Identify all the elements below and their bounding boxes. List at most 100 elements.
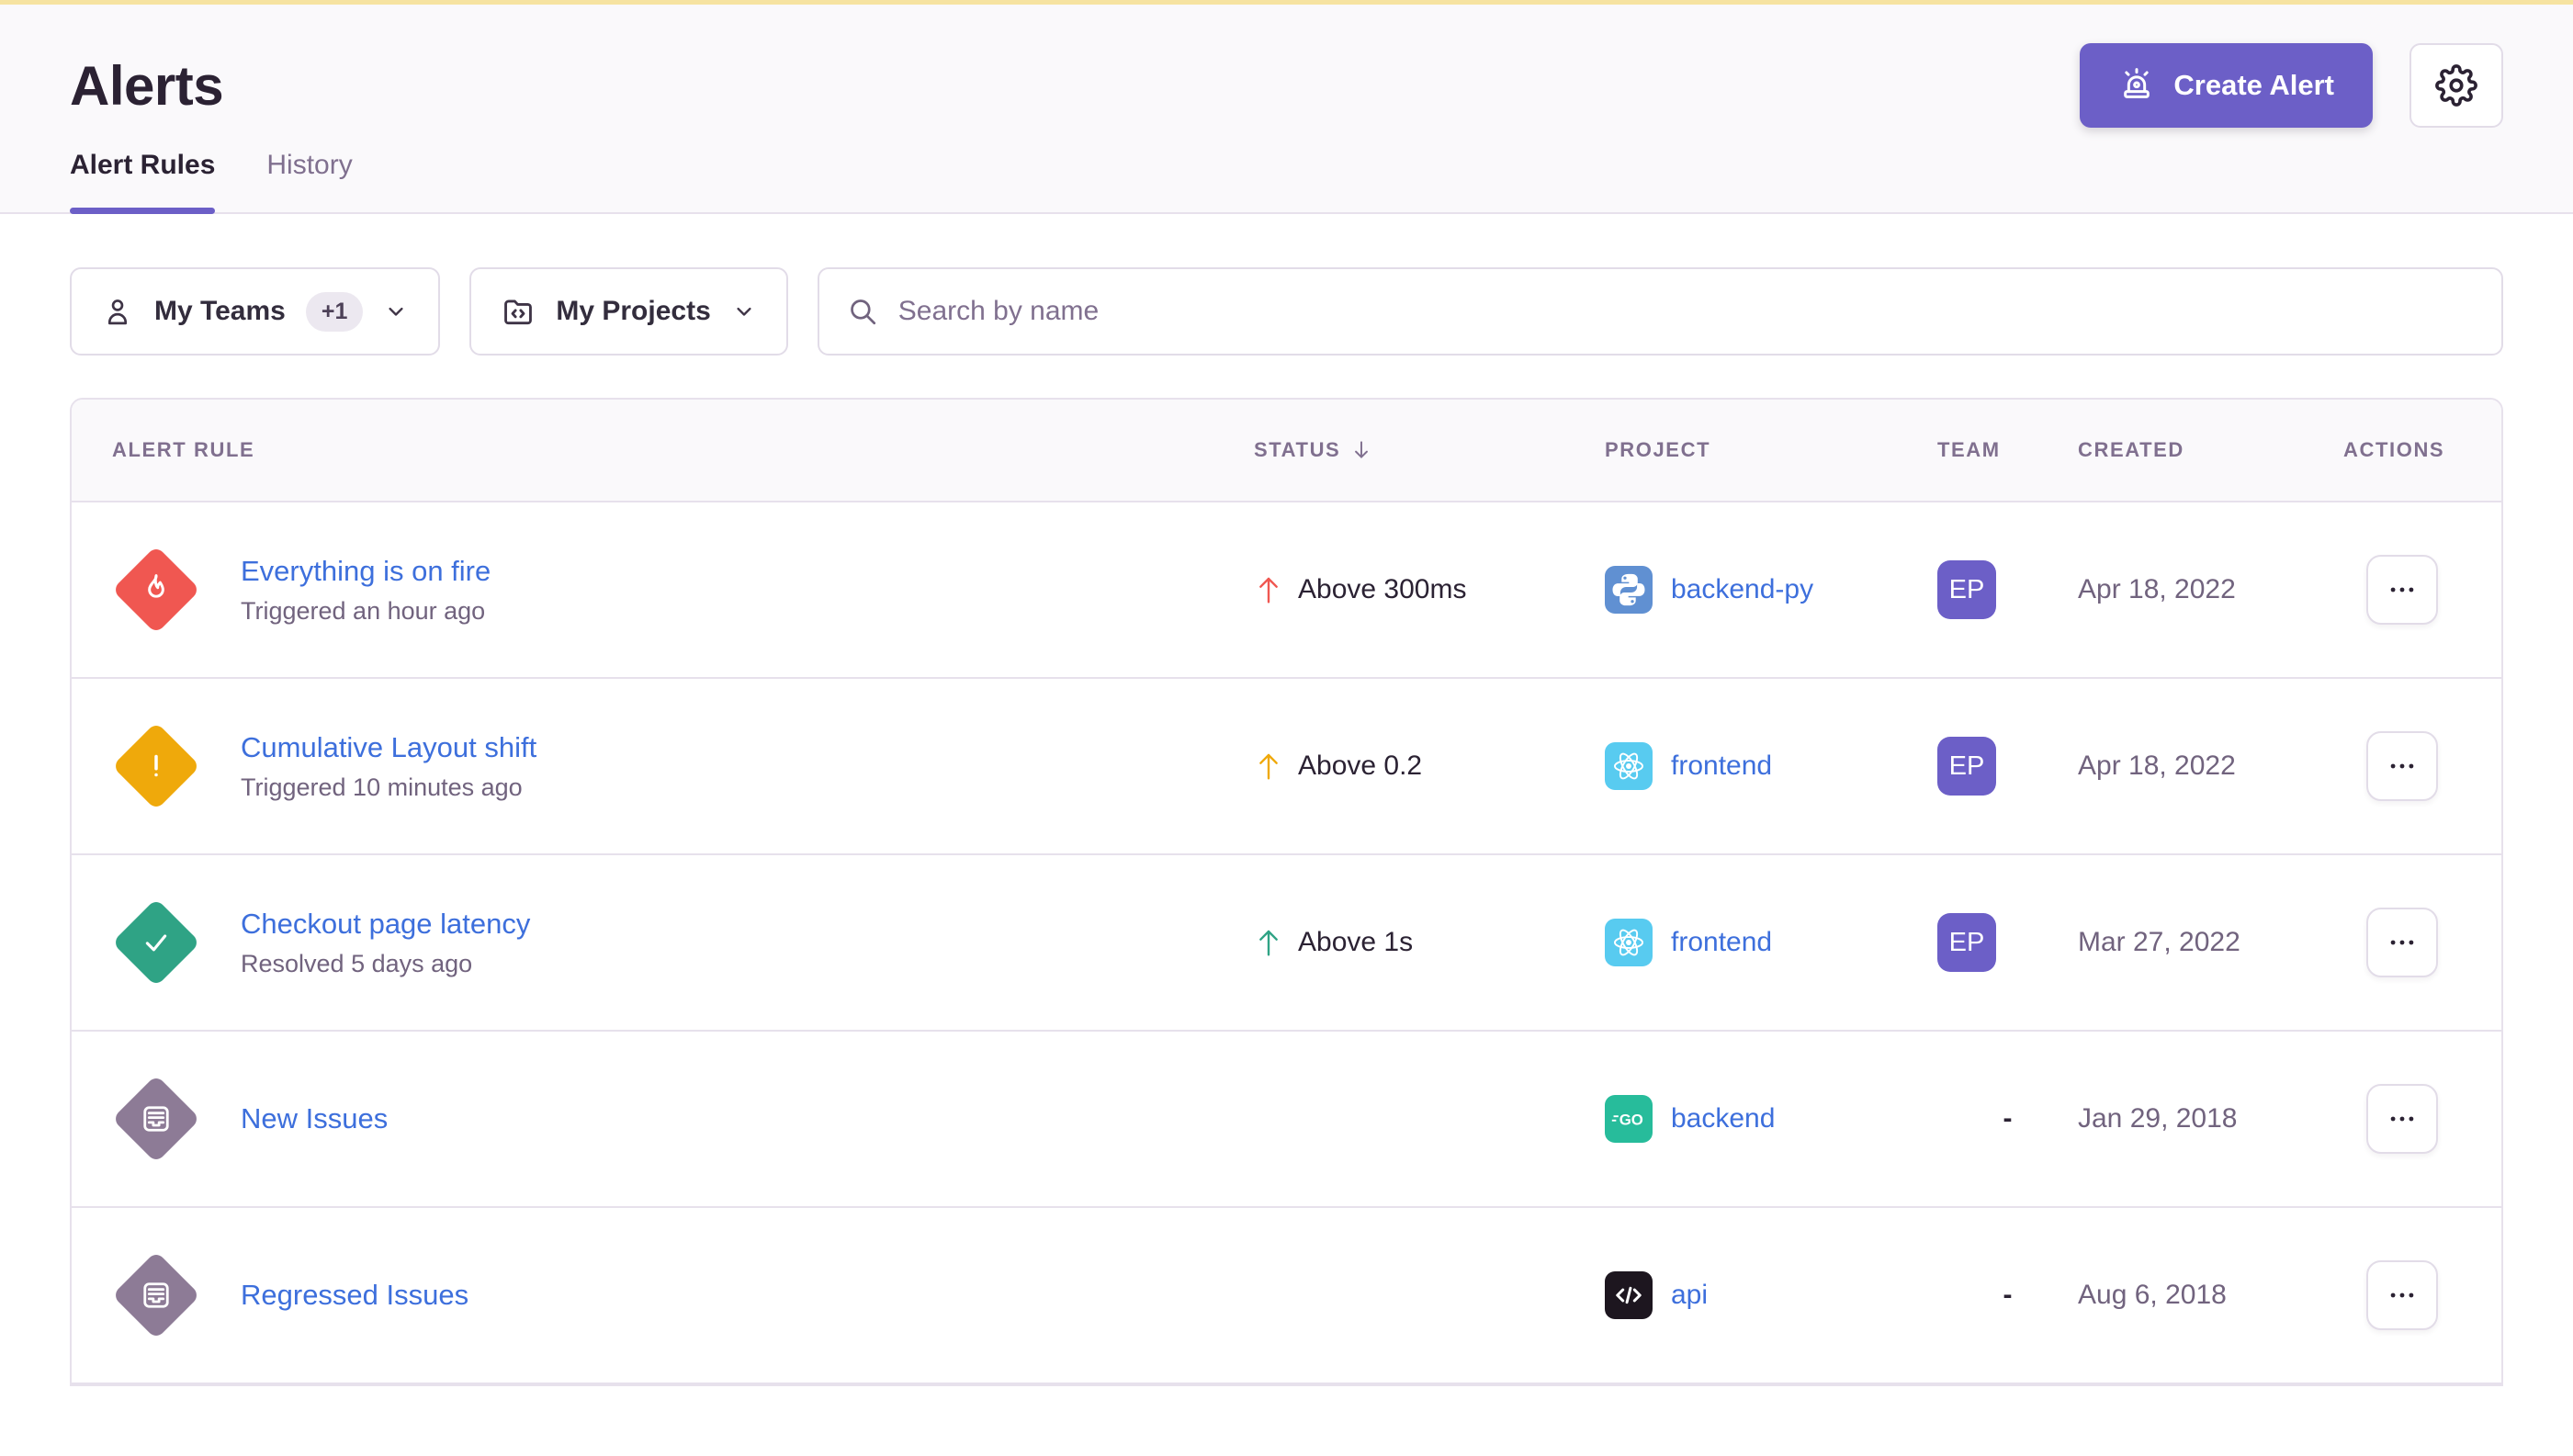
team-badge: EP [1937, 560, 1996, 619]
table-row: Checkout page latency Resolved 5 days ag… [72, 855, 2501, 1032]
created-date: Jan 29, 2018 [2078, 1103, 2238, 1134]
column-header-project[interactable]: Project [1605, 438, 1711, 461]
platform-icon [1605, 566, 1653, 614]
platform-icon [1605, 919, 1653, 966]
column-header-alert-rule[interactable]: Alert Rule [112, 438, 255, 461]
actions-cell [2343, 555, 2461, 625]
created-date: Mar 27, 2022 [2078, 927, 2240, 957]
table-row: Everything is on fire Triggered an hour … [72, 502, 2501, 679]
actions-cell [2343, 1260, 2461, 1330]
row-actions-button[interactable] [2366, 555, 2438, 625]
alert-rule-link[interactable]: Checkout page latency [241, 907, 531, 940]
table-row: New Issues GO backend - Jan 29, 2018 [72, 1032, 2501, 1208]
status-cell: Above 300ms [1254, 573, 1605, 606]
sort-descending-icon [1349, 438, 1373, 462]
svg-text:GO: GO [1619, 1111, 1643, 1128]
gear-icon [2435, 64, 2477, 107]
status-cell: Above 0.2 [1254, 750, 1605, 783]
alert-state-icon [111, 1250, 201, 1340]
status-text: Above 0.2 [1298, 751, 1423, 781]
alert-rule-link[interactable]: Cumulative Layout shift [241, 730, 537, 763]
actions-cell [2343, 731, 2461, 801]
created-date: Aug 6, 2018 [2078, 1280, 2227, 1310]
row-actions-button[interactable] [2366, 1260, 2438, 1330]
search-input[interactable] [897, 296, 2474, 327]
table-row: Cumulative Layout shift Triggered 10 min… [72, 679, 2501, 855]
alert-rule-link[interactable]: Everything is on fire [241, 554, 491, 587]
column-header-team[interactable]: Team [1937, 438, 2001, 461]
filter-bar: My Teams +1 My Projects [70, 267, 2503, 356]
project-folder-icon [501, 294, 536, 329]
user-icon [101, 295, 134, 328]
project-link[interactable]: backend [1671, 1103, 1776, 1134]
alert-rule-cell: Regressed Issues [111, 1250, 1254, 1340]
chevron-down-icon [731, 299, 757, 324]
project-cell: api [1605, 1271, 1937, 1319]
settings-button[interactable] [2409, 43, 2503, 128]
alert-rule-link[interactable]: New Issues [241, 1102, 389, 1134]
page-header: Alerts Create Alert [0, 5, 2573, 214]
row-actions-button[interactable] [2366, 908, 2438, 977]
alert-state-icon [111, 1074, 201, 1164]
siren-icon [2118, 67, 2155, 104]
trend-up-icon [1254, 926, 1283, 959]
row-actions-button[interactable] [2366, 1084, 2438, 1154]
trend-up-icon [1254, 573, 1283, 606]
alert-rule-cell: Cumulative Layout shift Triggered 10 min… [111, 721, 1254, 811]
tab-history[interactable]: History [266, 150, 353, 180]
alert-rule-subtext: Triggered 10 minutes ago [241, 773, 523, 801]
project-cell: frontend [1605, 742, 1937, 790]
alert-rules-table: Alert Rule Status Project Team Created A… [70, 398, 2503, 1386]
project-link[interactable]: backend-py [1671, 574, 1814, 604]
alert-rule-cell: New Issues [111, 1074, 1254, 1164]
projects-filter-dropdown[interactable]: My Projects [469, 267, 788, 356]
chevron-down-icon [383, 299, 409, 324]
status-cell: Above 1s [1254, 926, 1605, 959]
created-date: Apr 18, 2022 [2078, 751, 2236, 781]
team-cell: EP [1937, 560, 2078, 619]
create-alert-label: Create Alert [2173, 69, 2334, 101]
platform-icon [1605, 742, 1653, 790]
tab-alert-rules[interactable]: Alert Rules [70, 150, 216, 214]
alert-state-icon [111, 721, 201, 811]
alert-rule-subtext: Resolved 5 days ago [241, 949, 473, 977]
platform-icon: GO [1605, 1095, 1653, 1143]
projects-filter-label: My Projects [556, 296, 711, 326]
alert-rule-subtext: Triggered an hour ago [241, 596, 486, 625]
created-date: Apr 18, 2022 [2078, 574, 2236, 604]
row-actions-button[interactable] [2366, 731, 2438, 801]
platform-icon [1605, 1271, 1653, 1319]
tab-bar: Alert Rules History [70, 150, 2503, 214]
header-actions: Create Alert [2080, 43, 2503, 128]
project-link[interactable]: frontend [1671, 927, 1773, 957]
project-cell: backend-py [1605, 566, 1937, 614]
column-header-status[interactable]: Status [1254, 438, 1605, 462]
column-header-created[interactable]: Created [2078, 438, 2184, 461]
search-icon [847, 296, 878, 327]
page-title: Alerts [70, 54, 224, 117]
team-badge: - [2003, 1103, 2013, 1134]
team-badge: - [2003, 1280, 2013, 1310]
column-header-actions: Actions [2343, 438, 2445, 461]
page-content: My Teams +1 My Projects [0, 267, 2573, 1386]
status-text: Above 1s [1298, 927, 1414, 957]
teams-filter-label: My Teams [154, 296, 286, 326]
actions-cell [2343, 1084, 2461, 1154]
search-box [817, 267, 2503, 356]
create-alert-button[interactable]: Create Alert [2080, 43, 2373, 128]
team-badge: EP [1937, 913, 1996, 972]
project-link[interactable]: frontend [1671, 751, 1773, 781]
project-cell: frontend [1605, 919, 1937, 966]
team-cell: - [1937, 1280, 2078, 1311]
table-row: Regressed Issues api - Aug 6, 2018 [72, 1208, 2501, 1384]
alert-rule-cell: Checkout page latency Resolved 5 days ag… [111, 897, 1254, 988]
team-cell: EP [1937, 737, 2078, 796]
project-link[interactable]: api [1671, 1280, 1709, 1310]
alert-rule-link[interactable]: Regressed Issues [241, 1279, 469, 1311]
project-cell: GO backend [1605, 1095, 1937, 1143]
teams-filter-dropdown[interactable]: My Teams +1 [70, 267, 441, 356]
trend-up-icon [1254, 750, 1283, 783]
team-badge: EP [1937, 737, 1996, 796]
header-row: Alerts Create Alert [70, 43, 2503, 128]
